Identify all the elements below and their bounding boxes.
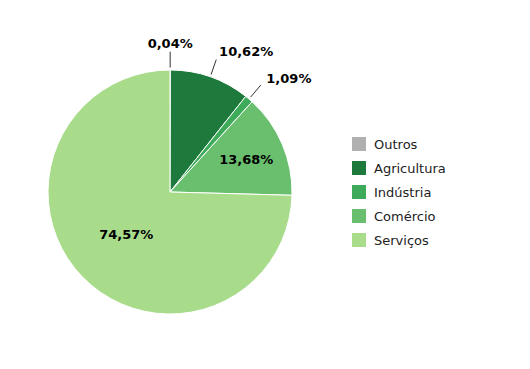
data-labels: 0,04% 10,62% 1,09% 13,68% 74,57% [99,36,311,242]
data-label: 13,68% [219,152,273,167]
leader-line [211,60,216,75]
slice [48,70,292,314]
legend-swatch [352,209,366,223]
slice [170,102,292,196]
leader-line [251,85,261,97]
leader-line [170,52,171,68]
chart-container: 0,04% 10,62% 1,09% 13,68% 74,57% Outros Agricu… [0,0,530,369]
legend-label: Comércio [374,209,436,224]
data-label: 10,62% [219,44,273,59]
data-label: 74,57% [99,227,153,242]
data-label: 1,09% [266,71,311,86]
legend-swatch [352,233,366,247]
legend-swatch [352,161,366,175]
legend-swatch [352,137,366,151]
data-label: 0,04% [148,36,193,51]
legend-label: Outros [374,137,418,152]
legend-swatch [352,185,366,199]
legend: Outros Agricultura Indústria Comércio Serviç… [352,137,446,248]
legend-label: Indústria [374,185,431,200]
chart: 0,04% 10,62% 1,09% 13,68% 74,57% Outros Agricu… [0,0,530,369]
slices [48,70,292,314]
legend-label: Serviços [374,233,429,248]
legend-label: Agricultura [374,161,446,176]
